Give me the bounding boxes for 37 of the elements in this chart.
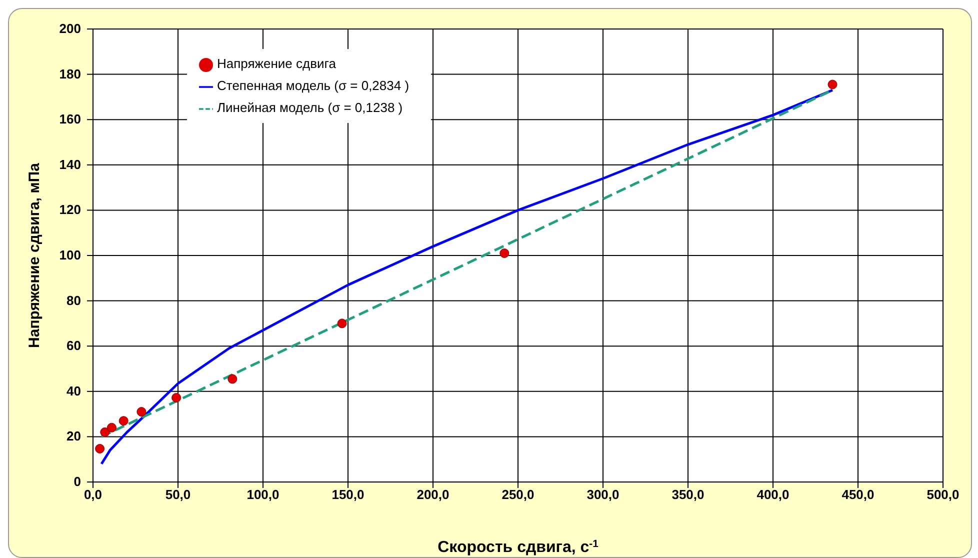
legend-label: Степенная модель (σ = 0,2834 ) [217,78,410,93]
legend-label: Линейная модель (σ = 0,1238 ) [217,100,403,115]
y-axis-title: Напряжение сдвига, мПа [26,162,43,348]
x-tick-label: 200,0 [416,487,450,502]
y-tick-label: 140 [59,156,81,172]
y-tick-label: 120 [59,202,81,218]
x-tick-label: 300,0 [586,487,620,502]
x-tick-label: 0,0 [84,487,102,502]
point [100,427,110,437]
y-tick-label: 80 [66,292,81,308]
x-tick-label: 250,0 [502,487,534,502]
x-axis-title: Скорость сдвига, с$^{-1}$ [438,538,599,556]
point [106,422,116,432]
y-tick-label: 200 [59,21,81,36]
point [95,444,105,454]
x-tick-label: 450,0 [842,487,874,502]
point [500,248,510,258]
point [172,392,182,402]
point [228,374,238,384]
legend-label: Напряжение сдвига [217,56,336,71]
y-tick-label: 180 [59,66,81,82]
point [828,80,838,90]
point [136,407,146,417]
y-tick-label: 20 [66,428,81,444]
x-tick-label: 400,0 [756,487,790,502]
y-tick-label: 60 [66,338,81,354]
x-tick-label: 350,0 [672,487,704,502]
x-tick-label: 100,0 [246,487,280,502]
point [118,416,128,426]
x-tick-label: 50,0 [165,487,191,502]
x-tick-label: 150,0 [332,487,364,502]
y-tick-label: 0 [74,474,81,489]
y-tick-label: 40 [66,383,81,398]
point [337,318,347,328]
y-tick-label: 160 [59,112,81,127]
y-tick-label: 100 [59,248,81,262]
x-tick-label: 500,0 [926,487,960,502]
